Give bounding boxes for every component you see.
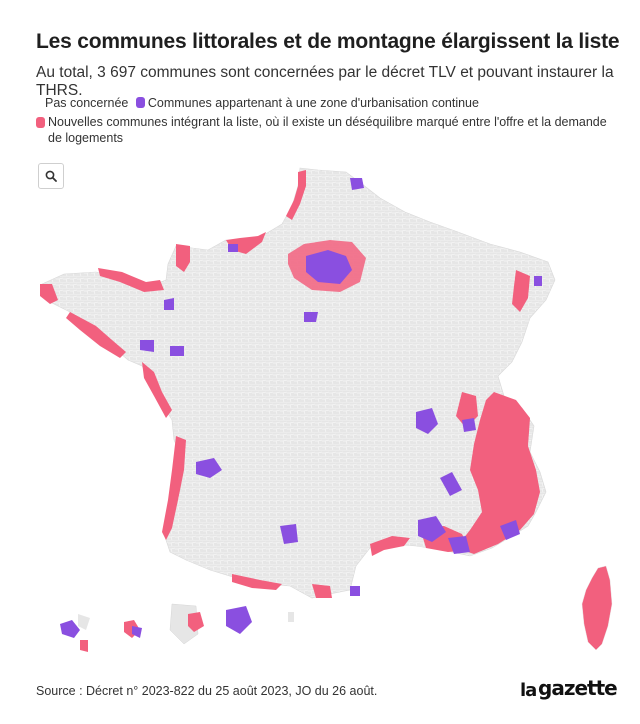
corsica[interactable] (581, 565, 613, 651)
martinique-urban[interactable] (132, 626, 142, 638)
legend-label: Pas concernée (45, 96, 129, 110)
lagazette-logo[interactable]: la gazette (520, 672, 620, 704)
france-communes-map[interactable] (0, 150, 640, 670)
zone-toulon[interactable] (448, 536, 470, 554)
legend-swatch-grey (36, 97, 42, 108)
mayotte[interactable] (288, 612, 294, 622)
guadeloupe-pink[interactable] (80, 640, 88, 652)
zone-geneva[interactable] (462, 418, 476, 432)
legend: Pas concernée Communes appartenant à une… (36, 95, 626, 146)
zone-bordeaux[interactable] (196, 458, 222, 478)
guadeloupe-outline (78, 614, 90, 630)
logo-la: la (520, 680, 537, 701)
overseas-insets (60, 603, 294, 652)
zone-grenoble[interactable] (440, 472, 462, 496)
zone-lyon[interactable] (416, 408, 438, 434)
chart-subtitle: Au total, 3 697 communes sont concernées… (36, 64, 614, 99)
zone-alps[interactable] (456, 392, 540, 554)
zone-languedoc-coast[interactable] (370, 536, 410, 556)
source-note: Source : Décret n° 2023-822 du 25 août 2… (36, 684, 378, 698)
legend-swatch-purple (135, 97, 145, 108)
zone-atlantic-vendee[interactable] (142, 362, 172, 418)
zone-pyrenees[interactable] (232, 574, 282, 590)
zone-toulouse[interactable] (280, 524, 298, 544)
zone-vosges[interactable] (512, 270, 530, 312)
legend-item-not-concerned[interactable]: Pas concernée (36, 95, 128, 111)
urban-zones (140, 178, 542, 596)
map-search-button[interactable] (38, 163, 64, 189)
zone-orleans[interactable] (304, 312, 318, 322)
legend-item-urban[interactable]: Communes appartenant à une zone d'urbani… (135, 95, 479, 111)
zone-nantes[interactable] (170, 346, 184, 356)
legend-item-new[interactable]: Nouvelles communes intégrant la liste, o… (36, 114, 626, 146)
zone-rouen[interactable] (228, 244, 238, 252)
zone-nice[interactable] (500, 520, 520, 540)
zone-montpellier[interactable] (350, 586, 360, 596)
zone-roussillon[interactable] (312, 584, 332, 598)
legend-label: Communes appartenant à une zone d'urbani… (147, 96, 479, 110)
zone-cotentin[interactable] (176, 244, 190, 272)
search-icon (45, 170, 57, 182)
guadeloupe[interactable] (60, 620, 80, 638)
zone-caen[interactable] (164, 298, 174, 310)
chart-title: Les communes littorales et de montagne é… (36, 30, 620, 53)
legend-label: Nouvelles communes intégrant la liste, o… (48, 115, 607, 145)
guyane-zone[interactable] (188, 612, 204, 632)
legend-swatch-pink (36, 117, 45, 128)
zone-brittany-north[interactable] (98, 268, 164, 292)
zone-brittany-south[interactable] (66, 312, 126, 358)
zone-paris[interactable] (306, 250, 352, 284)
zone-brittany-west[interactable] (40, 284, 58, 304)
zone-strasbourg[interactable] (534, 276, 542, 286)
zone-lille[interactable] (350, 178, 364, 190)
new-communes-zones (40, 170, 540, 598)
zone-marseille[interactable] (418, 516, 446, 542)
zone-landes-coast[interactable] (162, 436, 186, 540)
reunion[interactable] (226, 606, 252, 634)
zone-rennes[interactable] (140, 340, 154, 352)
logo-gazette: gazette (538, 676, 618, 700)
zone-north-coast[interactable] (286, 170, 306, 220)
